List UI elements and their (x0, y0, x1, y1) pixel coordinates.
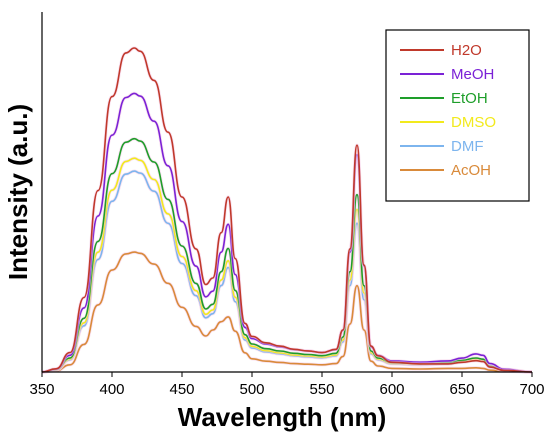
x-tick-label: 600 (379, 381, 404, 398)
series-lines (41, 46, 533, 374)
x-tick-label: 500 (239, 381, 264, 398)
axes (41, 12, 532, 373)
legend-label-etoh: EtOH (451, 90, 488, 107)
legend-label-dmf: DMF (451, 138, 484, 155)
x-tick-label: 550 (309, 381, 334, 398)
legend-label-h2o: H2O (451, 42, 482, 59)
y-axis-title: Intensity (a.u.) (3, 104, 33, 280)
legend: H2O MeOH EtOH DMSO DMF AcOH (385, 29, 530, 202)
legend-label-meoh: MeOH (451, 66, 494, 83)
x-tick-label: 450 (169, 381, 194, 398)
x-ticks: 350 400 450 500 550 600 650 700 (29, 372, 545, 398)
legend-label-acoh: AcOH (451, 162, 491, 179)
series-line-h2o (41, 47, 533, 373)
x-tick-label: 650 (449, 381, 474, 398)
x-axis-title: Wavelength (nm) (178, 402, 386, 432)
series-line-acoh (41, 251, 533, 373)
x-tick-label: 350 (29, 381, 54, 398)
x-tick-label: 700 (519, 381, 544, 398)
legend-box (385, 29, 530, 202)
legend-label-dmso: DMSO (451, 114, 496, 131)
x-tick-label: 400 (99, 381, 124, 398)
